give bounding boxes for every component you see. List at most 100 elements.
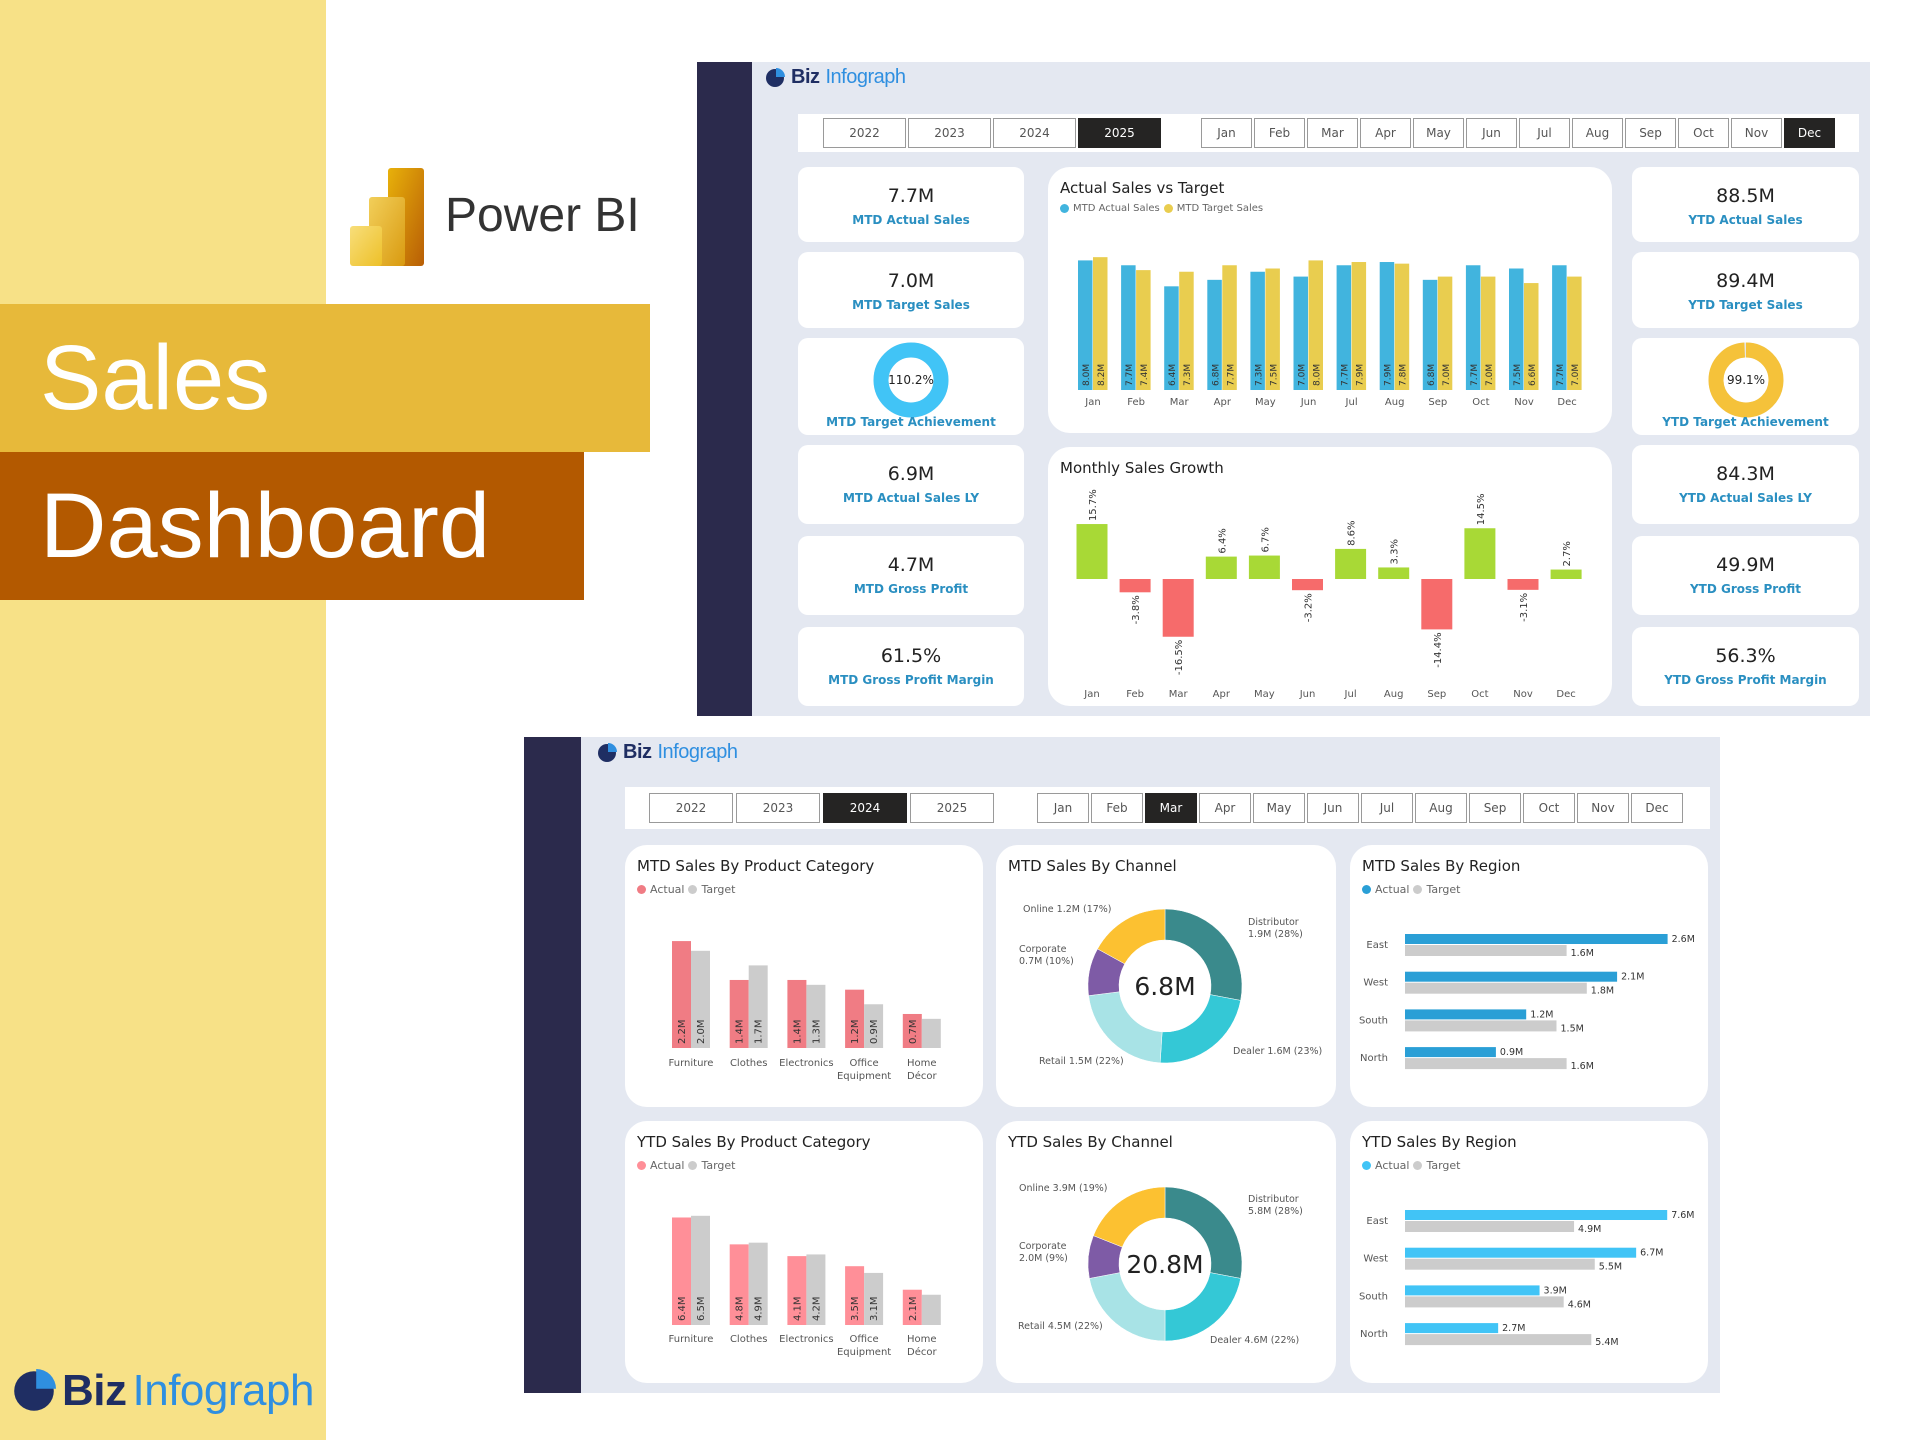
bar-actual[interactable] [1250,271,1265,390]
year-button-2022[interactable]: 2022 [649,793,733,823]
month-button-jul[interactable]: Jul [1519,118,1570,148]
year-button-2025[interactable]: 2025 [1078,118,1161,148]
bar-target[interactable] [921,1294,941,1325]
slice-online[interactable] [1097,908,1166,965]
bar-actual[interactable] [1405,1047,1496,1058]
bar-growth-negative[interactable] [1119,579,1151,593]
bar-actual[interactable] [729,979,749,1048]
bar-target[interactable] [864,1272,884,1325]
bar-actual[interactable] [1465,265,1481,390]
month-button-oct[interactable]: Oct [1523,793,1575,823]
month-button-dec[interactable]: Dec [1631,793,1683,823]
month-button-dec[interactable]: Dec [1784,118,1835,148]
bar-actual[interactable] [1379,262,1395,390]
bar-target[interactable] [1405,982,1587,994]
bar-actual[interactable] [1121,265,1136,390]
bar-target[interactable] [1222,265,1237,390]
bar-actual[interactable] [1293,276,1309,390]
bar-actual[interactable] [1405,1009,1527,1020]
bar-target[interactable] [1480,276,1496,390]
month-button-jun[interactable]: Jun [1307,793,1359,823]
year-button-2024[interactable]: 2024 [823,793,907,823]
month-button-jan[interactable]: Jan [1201,118,1252,148]
month-button-apr[interactable]: Apr [1199,793,1251,823]
month-button-may[interactable]: May [1253,793,1305,823]
bar-target[interactable] [1351,262,1367,390]
bar-target[interactable] [1405,1296,1564,1308]
month-button-sep[interactable]: Sep [1469,793,1521,823]
bar-target[interactable] [1136,270,1151,390]
bar-target[interactable] [1567,276,1582,390]
month-button-nov[interactable]: Nov [1577,793,1629,823]
month-button-may[interactable]: May [1413,118,1464,148]
bar-growth-positive[interactable] [1335,548,1367,579]
bar-target[interactable] [1308,260,1324,390]
bar-target[interactable] [748,965,768,1048]
bar-actual[interactable] [1405,1247,1637,1258]
bar-target[interactable] [1405,1020,1557,1032]
bar-actual[interactable] [1336,265,1352,390]
bar-actual[interactable] [1405,934,1668,944]
bar-actual[interactable] [1405,1285,1540,1296]
month-button-feb[interactable]: Feb [1091,793,1143,823]
year-button-2022[interactable]: 2022 [823,118,906,148]
bar-growth-negative[interactable] [1162,579,1194,637]
bar-actual[interactable] [787,979,807,1048]
month-button-feb[interactable]: Feb [1254,118,1305,148]
month-button-jul[interactable]: Jul [1361,793,1413,823]
slice-dealer[interactable] [1164,1272,1241,1342]
month-button-mar[interactable]: Mar [1145,793,1197,823]
bar-target[interactable] [1405,1334,1592,1346]
bar-growth-positive[interactable] [1205,556,1237,579]
bar-target[interactable] [921,1018,941,1048]
bar-target[interactable] [806,1254,826,1325]
bar-target[interactable] [1265,268,1280,391]
bar-growth-negative[interactable] [1507,579,1539,590]
year-button-2023[interactable]: 2023 [908,118,991,148]
bar-growth-positive[interactable] [1076,524,1108,579]
bar-growth-positive[interactable] [1464,528,1496,579]
bar-actual[interactable] [1078,260,1093,390]
month-button-sep[interactable]: Sep [1625,118,1676,148]
year-button-2023[interactable]: 2023 [736,793,820,823]
year-button-2025[interactable]: 2025 [910,793,994,823]
year-button-2024[interactable]: 2024 [993,118,1076,148]
bar-target[interactable] [1179,271,1194,390]
bar-target[interactable] [1405,1258,1595,1270]
bar-target[interactable] [748,1242,768,1325]
bar-target[interactable] [806,984,826,1048]
bar-actual[interactable] [1552,265,1567,390]
bar-actual[interactable] [1422,279,1438,390]
bar-target[interactable] [1437,276,1453,390]
bar-target[interactable] [864,1004,884,1048]
slice-retail[interactable] [1088,991,1163,1064]
bar-target[interactable] [1093,257,1108,390]
month-button-jan[interactable]: Jan [1037,793,1089,823]
month-button-oct[interactable]: Oct [1678,118,1729,148]
bar-actual[interactable] [672,1217,691,1325]
bar-actual[interactable] [845,989,865,1048]
bar-target[interactable] [1394,263,1410,390]
bar-growth-negative[interactable] [1292,579,1323,591]
bar-actual[interactable] [1405,971,1618,982]
month-button-jun[interactable]: Jun [1466,118,1517,148]
month-button-aug[interactable]: Aug [1415,793,1467,823]
bar-growth-positive[interactable] [1248,555,1280,579]
month-button-apr[interactable]: Apr [1360,118,1411,148]
bar-actual[interactable] [1509,268,1524,391]
bar-growth-negative[interactable] [1421,579,1453,630]
bar-actual[interactable] [672,941,691,1048]
bar-target[interactable] [1405,1058,1567,1070]
month-button-aug[interactable]: Aug [1572,118,1623,148]
bar-growth-positive[interactable] [1378,567,1410,579]
bar-actual[interactable] [1405,1323,1499,1334]
month-button-nov[interactable]: Nov [1731,118,1782,148]
month-button-mar[interactable]: Mar [1307,118,1358,148]
bar-actual[interactable] [1164,286,1179,390]
bar-actual[interactable] [1207,279,1222,390]
bar-actual[interactable] [1405,1210,1668,1220]
slice-online[interactable] [1093,1186,1166,1248]
bar-growth-positive[interactable] [1550,569,1582,579]
bar-actual[interactable] [902,1289,922,1325]
bar-target[interactable] [691,950,710,1048]
